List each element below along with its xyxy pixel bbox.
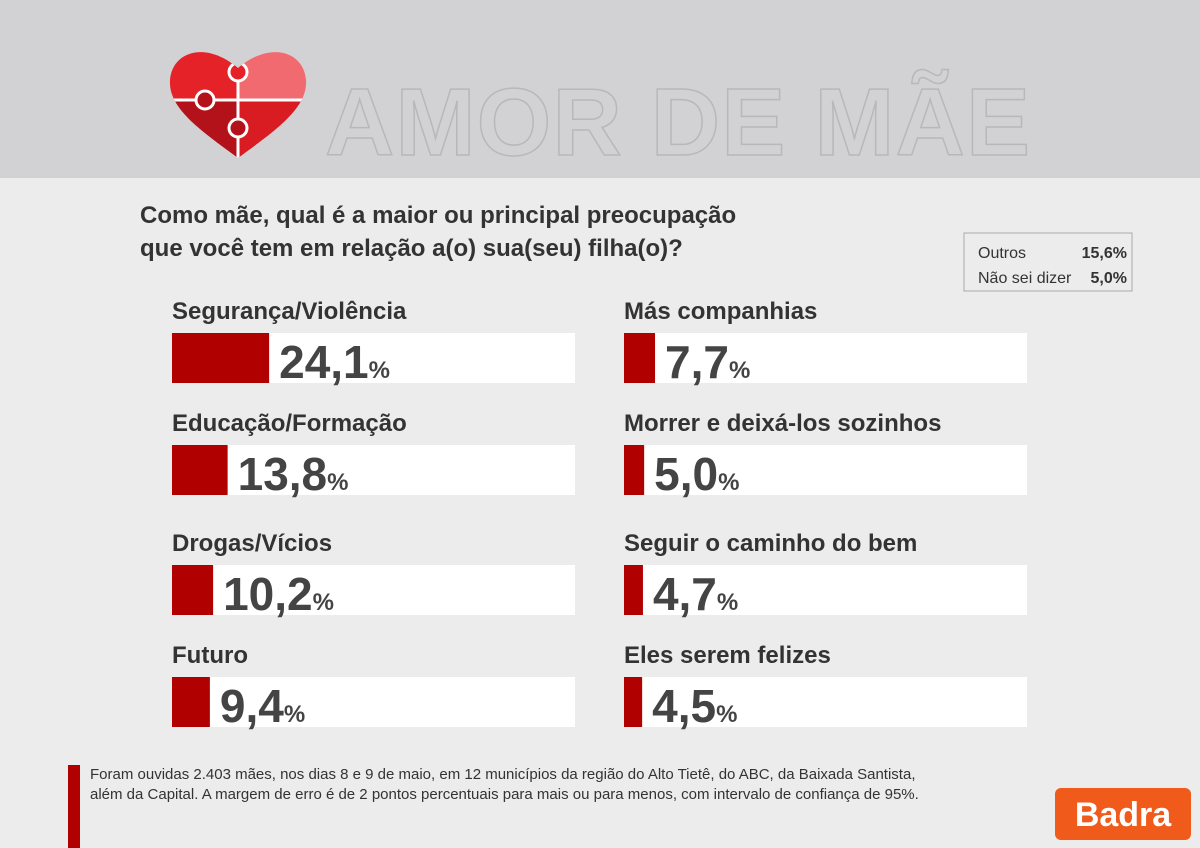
value-label: 9,4% — [220, 680, 305, 732]
bar — [172, 333, 270, 383]
category-label: Educação/Formação — [172, 410, 407, 437]
value-label: 7,7% — [665, 336, 750, 388]
bar-track — [624, 445, 1027, 495]
header-title: AMOR DE MÃE — [325, 68, 1030, 176]
category-label: Futuro — [172, 642, 248, 669]
value-label: 5,0% — [654, 448, 739, 500]
value-label: 4,7% — [653, 568, 738, 620]
bar — [624, 677, 643, 727]
bar — [624, 445, 645, 495]
bar-track — [172, 445, 575, 495]
logo-box — [1055, 788, 1191, 840]
bar-track — [624, 333, 1027, 383]
question-line: que você tem em relação a(o) sua(seu) fi… — [140, 235, 683, 262]
bar-track — [624, 677, 1027, 727]
category-label: Seguir o caminho do bem — [624, 530, 917, 557]
category-label: Más companhias — [624, 298, 817, 325]
others-value: 15,6% — [1082, 245, 1127, 262]
category-label: Eles serem felizes — [624, 642, 831, 669]
value-label: 10,2% — [223, 568, 334, 620]
value-label: 24,1% — [279, 336, 390, 388]
bar — [172, 445, 228, 495]
others-label: Não sei dizer — [978, 270, 1072, 287]
bar-track — [172, 677, 575, 727]
logo: Badra — [1075, 796, 1172, 834]
bar-track — [624, 565, 1027, 615]
others-box — [963, 232, 1133, 292]
bar — [624, 565, 643, 615]
bar — [172, 677, 210, 727]
footnote: Foram ouvidas 2.403 mães, nos dias 8 e 9… — [90, 766, 915, 783]
value-label: 13,8% — [238, 448, 349, 500]
others-value: 5,0% — [1091, 270, 1127, 287]
category-label: Segurança/Violência — [172, 298, 407, 325]
question-line: Como mãe, qual é a maior ou principal pr… — [140, 202, 736, 229]
bar — [172, 565, 214, 615]
note-accent — [68, 765, 80, 848]
bar — [624, 333, 656, 383]
value-label: 4,5% — [652, 680, 737, 732]
footnote: além da Capital. A margem de erro é de 2… — [90, 786, 919, 803]
category-label: Morrer e deixá-los sozinhos — [624, 410, 941, 437]
category-label: Drogas/Vícios — [172, 530, 332, 557]
others-label: Outros — [978, 245, 1026, 262]
bar-track — [172, 565, 575, 615]
